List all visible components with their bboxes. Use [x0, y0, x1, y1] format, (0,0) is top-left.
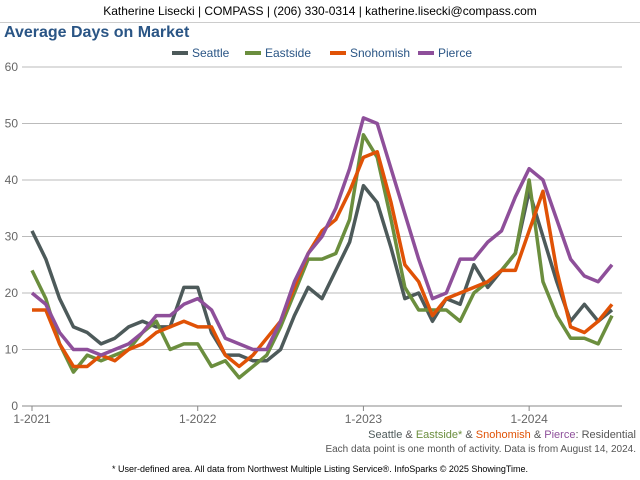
y-tick-label: 20	[5, 286, 19, 300]
series-line-pierce	[30, 116, 614, 357]
x-tick-label: 1-2023	[345, 412, 383, 426]
series-line-eastside	[30, 133, 614, 380]
legend-label-pierce: Pierce	[438, 46, 472, 60]
y-tick-label: 50	[5, 117, 19, 131]
legend-label-seattle: Seattle	[192, 46, 230, 60]
y-tick-label: 0	[11, 399, 18, 413]
y-tick-label: 10	[5, 343, 19, 357]
legend-label-eastside: Eastside	[265, 46, 311, 60]
y-tick-label: 60	[5, 60, 19, 74]
legend-label-snohomish: Snohomish	[350, 46, 410, 60]
area-sep: &	[462, 429, 476, 441]
area-seattle: Seattle	[368, 429, 403, 441]
y-tick-label: 30	[5, 230, 19, 244]
area-sep: &	[402, 429, 416, 441]
series-line-snohomish	[32, 150, 614, 369]
x-tick-label: 1-2022	[179, 412, 217, 426]
area-snohomish: Snohomish	[475, 429, 531, 441]
area-legend: Seattle & Eastside* & Snohomish & Pierce…	[368, 429, 636, 441]
area-eastside: Eastside*	[415, 429, 463, 441]
x-tick-label: 1-2024	[510, 412, 548, 426]
x-tick-label: 1-2021	[13, 412, 51, 426]
data-note: Each data point is one month of activity…	[325, 444, 636, 455]
area-pierce: Pierce	[544, 429, 576, 441]
series-line-seattle	[30, 183, 614, 363]
disclaimer: * User-defined area. All data from North…	[111, 464, 529, 474]
agent-header: Katherine Lisecki | COMPASS | (206) 330-…	[0, 0, 640, 23]
area-sep: &	[530, 429, 545, 441]
chart-title: Average Days on Market	[4, 24, 190, 41]
y-tick-label: 40	[5, 173, 19, 187]
area-type: : Residential	[575, 429, 636, 441]
